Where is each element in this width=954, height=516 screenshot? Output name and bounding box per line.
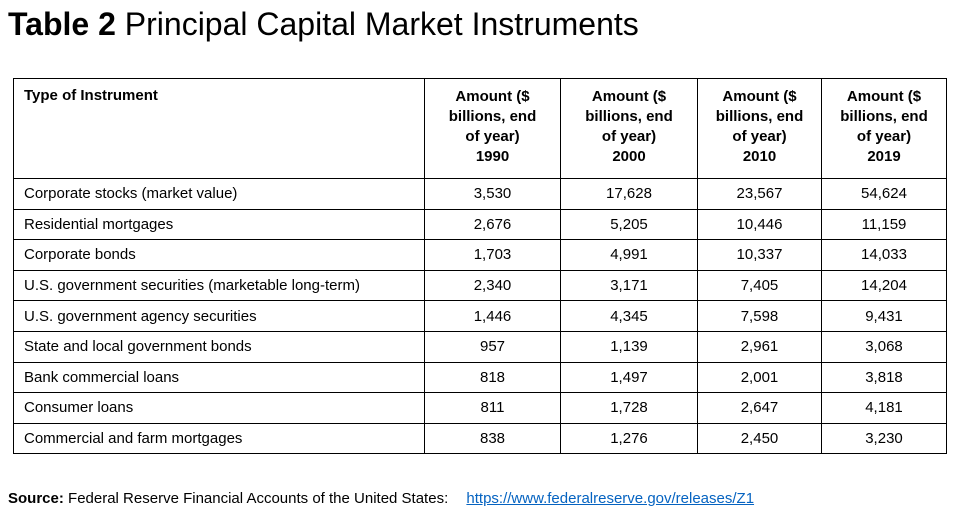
instrument-type-cell: Consumer loans xyxy=(13,392,425,424)
amount-cell: 14,204 xyxy=(821,269,947,302)
amount-cell: 1,446 xyxy=(424,300,561,332)
amount-header-text: of year) xyxy=(465,128,520,145)
source-link[interactable]: https://www.federalreserve.gov/releases/… xyxy=(466,490,755,507)
title-prefix: Table 2 xyxy=(8,6,116,42)
instrument-type-cell: Commercial and farm mortgages xyxy=(13,422,425,455)
source-label: Source: xyxy=(8,490,64,507)
year-label: 2019 xyxy=(867,148,901,165)
amount-cell: 2,676 xyxy=(424,208,561,241)
year-label: 2010 xyxy=(742,148,777,165)
instrument-type-cell: Corporate stocks (market value) xyxy=(13,178,425,210)
amount-cell: 2,340 xyxy=(424,269,561,302)
amount-header-text: billions, end xyxy=(840,108,928,125)
amount-cell: 957 xyxy=(424,330,561,363)
amount-cell: 11,159 xyxy=(821,208,947,241)
title-text: Principal Capital Market Instruments xyxy=(124,6,639,42)
table-row: Corporate bonds 1,703 4,991 10,337 14,033 xyxy=(13,239,947,271)
amount-cell: 838 xyxy=(424,422,561,455)
amount-header-text: Amount ($ xyxy=(455,88,530,105)
amount-cell: 2,001 xyxy=(697,361,822,394)
instrument-type-cell: Bank commercial loans xyxy=(13,361,425,394)
table-row: Consumer loans 811 1,728 2,647 4,181 xyxy=(13,392,947,424)
table-row: Residential mortgages 2,676 5,205 10,446 11,… xyxy=(13,208,947,241)
amount-cell: 2,961 xyxy=(697,330,822,363)
amount-cell: 4,991 xyxy=(560,239,698,271)
instrument-type-cell: Corporate bonds xyxy=(13,239,425,271)
amount-column-header: Amount ($ billions, end of year) 2019 xyxy=(821,78,947,179)
amount-cell: 10,446 xyxy=(697,208,822,241)
amount-cell: 1,703 xyxy=(424,239,561,271)
year-label: 1990 xyxy=(475,148,510,165)
amount-cell: 1,276 xyxy=(560,422,698,455)
instrument-type-cell: U.S. government securities (marketable l… xyxy=(13,269,425,302)
table-row: U.S. government securities (marketable l… xyxy=(13,269,947,302)
amount-cell: 17,628 xyxy=(560,178,698,210)
instruments-table-container: Type of Instrument Amount ($ billions, en… xyxy=(13,78,947,455)
amount-column-header: Amount ($ billions, end of year) 2010 xyxy=(697,78,822,179)
instruments-table: Type of Instrument Amount ($ billions, en… xyxy=(13,78,947,455)
amount-cell: 4,181 xyxy=(821,392,947,424)
table-body: Corporate stocks (market value) 3,530 17,6… xyxy=(13,178,947,455)
amount-cell: 811 xyxy=(424,392,561,424)
source-note: Source: Federal Reserve Financial Accoun… xyxy=(8,489,754,509)
amount-header-text: Amount ($ xyxy=(591,88,667,105)
amount-cell: 10,337 xyxy=(697,239,822,271)
amount-cell: 7,405 xyxy=(697,269,822,302)
amount-cell: 54,624 xyxy=(821,178,947,210)
source-text: Federal Reserve Financial Accounts of th… xyxy=(68,490,449,507)
table-header-row: Type of Instrument Amount ($ billions, en… xyxy=(13,78,947,179)
amount-header-text: billions, end xyxy=(585,108,673,125)
amount-cell: 5,205 xyxy=(560,208,698,241)
page-title: Table 2 Principal Capital Market Instrum… xyxy=(8,4,639,44)
table-row: Commercial and farm mortgages 838 1,276 2,4… xyxy=(13,422,947,455)
amount-cell: 23,567 xyxy=(697,178,822,210)
amount-cell: 14,033 xyxy=(821,239,947,271)
amount-cell: 818 xyxy=(424,361,561,394)
amount-header-text: Amount ($ xyxy=(722,88,797,105)
amount-cell: 3,818 xyxy=(821,361,947,394)
amount-header-text: billions, end xyxy=(715,108,804,125)
amount-cell: 3,530 xyxy=(424,178,561,210)
amount-cell: 4,345 xyxy=(560,300,698,332)
amount-cell: 3,068 xyxy=(821,330,947,363)
amount-cell: 9,431 xyxy=(821,300,947,332)
amount-header-text: of year) xyxy=(601,128,657,145)
amount-header-text: of year) xyxy=(732,128,787,145)
year-label: 2000 xyxy=(612,148,646,165)
amount-column-header: Amount ($ billions, end of year) 2000 xyxy=(560,78,698,179)
amount-header-text: Amount ($ xyxy=(846,88,922,105)
table-row: U.S. government agency securities 1,446 4,… xyxy=(13,300,947,332)
amount-header-text: of year) xyxy=(856,128,912,145)
amount-cell: 3,230 xyxy=(821,422,947,455)
amount-cell: 7,598 xyxy=(697,300,822,332)
table-row: Bank commercial loans 818 1,497 2,001 3,818 xyxy=(13,361,947,394)
instrument-type-cell: State and local government bonds xyxy=(13,330,425,363)
instrument-type-cell: Residential mortgages xyxy=(13,208,425,241)
amount-cell: 1,728 xyxy=(560,392,698,424)
table-row: State and local government bonds 957 1,139… xyxy=(13,330,947,363)
type-column-header: Type of Instrument xyxy=(13,78,425,179)
amount-header-text: billions, end xyxy=(448,108,537,125)
amount-cell: 2,647 xyxy=(697,392,822,424)
amount-cell: 1,139 xyxy=(560,330,698,363)
amount-cell: 2,450 xyxy=(697,422,822,455)
amount-column-header: Amount ($ billions, end of year) 1990 xyxy=(424,78,561,179)
amount-cell: 1,497 xyxy=(560,361,698,394)
table-row: Corporate stocks (market value) 3,530 17,6… xyxy=(13,178,947,210)
instrument-type-cell: U.S. government agency securities xyxy=(13,300,425,332)
amount-cell: 3,171 xyxy=(560,269,698,302)
